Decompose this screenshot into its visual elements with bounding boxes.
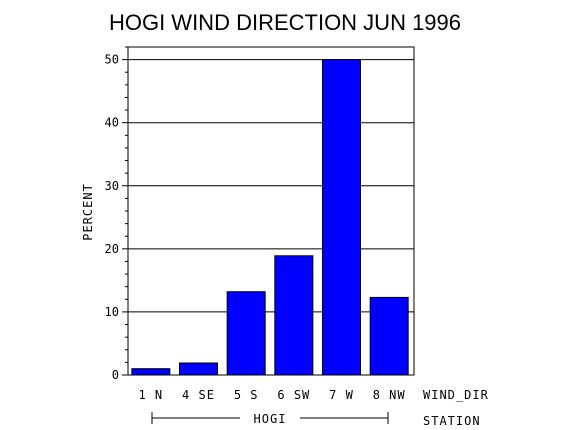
x-axis-ticks: 1 N 4 SE 5 S 6 SW 7 W 8 NW	[138, 388, 406, 402]
y-tick-label: 40	[105, 116, 119, 130]
y-tick-label: 10	[105, 305, 119, 319]
x-axis-label: WIND_DIR	[423, 388, 489, 402]
bars	[131, 59, 409, 376]
x-tick-label: 1 N	[138, 388, 163, 402]
chart-title: HOGI WIND DIRECTION JUN 1996	[109, 10, 461, 35]
plot-frame	[127, 46, 415, 376]
bar	[179, 362, 218, 376]
y-tick-label: 50	[105, 53, 119, 67]
x-tick-label: 5 S	[234, 388, 259, 402]
group-label: HOGI	[254, 412, 287, 426]
bar	[131, 368, 171, 376]
y-axis-ticks: 0 10 20 30 40 50	[105, 53, 128, 382]
group-bracket: HOGI	[151, 412, 389, 426]
bar	[322, 59, 361, 376]
bar	[369, 296, 409, 376]
y-tick-label: 30	[105, 179, 119, 193]
gridlines	[128, 59, 414, 313]
bar	[226, 291, 266, 376]
x-tick-label: 6 SW	[277, 388, 310, 402]
x-tick-label: 4 SE	[182, 388, 215, 402]
y-tick-label: 20	[105, 242, 119, 256]
x-tick-label: 7 W	[329, 388, 354, 402]
x-tick-label: 8 NW	[373, 388, 406, 402]
y-axis-label: PERCENT	[81, 183, 95, 241]
group-axis-label: STATION	[423, 414, 481, 428]
bar	[274, 255, 314, 376]
y-tick-label: 0	[112, 368, 119, 382]
